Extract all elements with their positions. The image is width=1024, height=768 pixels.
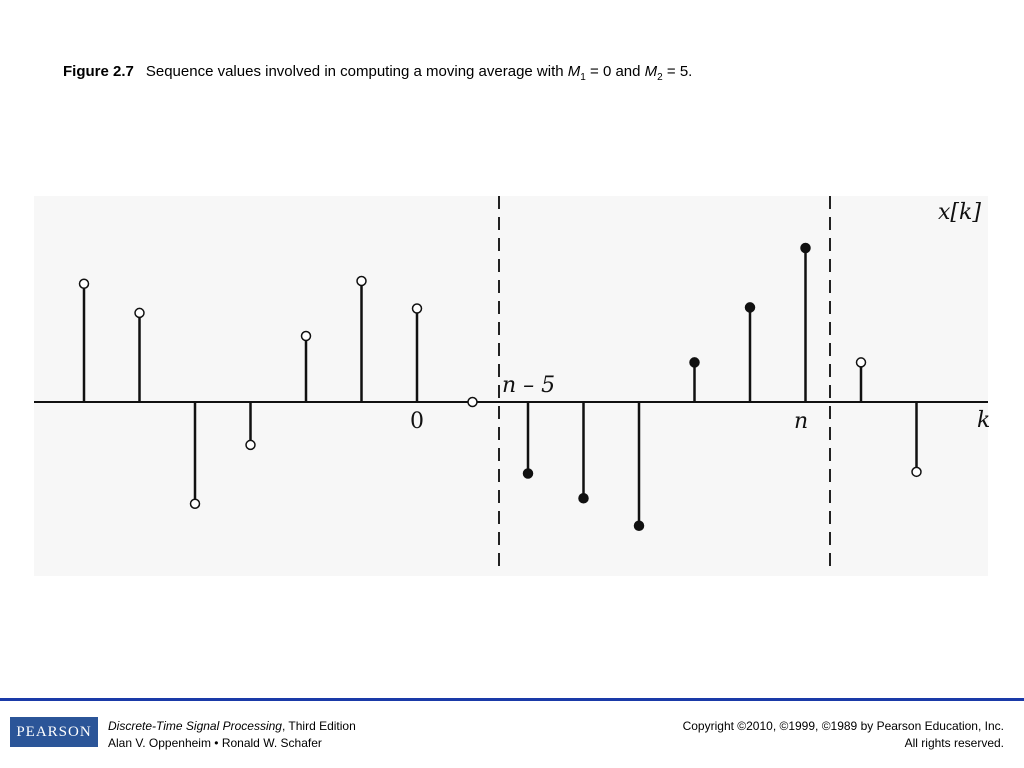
m1-subscript: 1 bbox=[580, 72, 586, 83]
y-axis-label: x[k] bbox=[938, 200, 981, 225]
stem-marker-open bbox=[411, 303, 423, 314]
m2-variable: M bbox=[644, 63, 658, 80]
tick-label-n: n bbox=[794, 409, 808, 434]
tick-label-n-minus-5: n – 5 bbox=[502, 373, 555, 398]
stem-marker-filled bbox=[744, 302, 756, 313]
pearson-logo: PEARSON bbox=[10, 717, 98, 747]
m1-value: = 0 and bbox=[585, 63, 645, 80]
stem-marker-filled bbox=[578, 493, 589, 504]
stem-marker-open bbox=[245, 439, 256, 451]
copyright-notice: Copyright ©2010, ©1999, ©1989 by Pearson… bbox=[683, 718, 1004, 752]
m1-variable: M bbox=[567, 63, 581, 80]
rights-line: All rights reserved. bbox=[904, 736, 1004, 750]
stem-marker-open bbox=[189, 498, 201, 509]
m2-subscript: 2 bbox=[657, 72, 663, 83]
stem-marker-open bbox=[356, 275, 367, 287]
stem-marker-filled bbox=[800, 242, 811, 254]
stem-marker-filled bbox=[522, 468, 534, 479]
stem-marker-open bbox=[911, 466, 922, 478]
stem-marker-open bbox=[134, 307, 145, 319]
copyright-line: Copyright ©2010, ©1999, ©1989 by Pearson… bbox=[682, 719, 1004, 733]
stems-group bbox=[78, 242, 922, 531]
stem-marker-filled bbox=[633, 520, 645, 531]
stem-marker-open bbox=[855, 357, 867, 368]
book-title-line: Discrete-Time Signal Processing, Third E… bbox=[108, 718, 356, 735]
book-edition: , Third Edition bbox=[281, 719, 356, 733]
y-axis-label-text: x[k] bbox=[938, 200, 981, 225]
book-title: Discrete-Time Signal Processing bbox=[108, 719, 282, 733]
stem-marker-open bbox=[467, 396, 478, 408]
book-info: Discrete-Time Signal Processing, Third E… bbox=[108, 718, 356, 752]
caption-text: Sequence values involved in computing a … bbox=[145, 63, 564, 80]
figure-caption: Figure 2.7 Sequence values involved in co… bbox=[63, 63, 692, 83]
tick-label-zero: 0 bbox=[410, 409, 424, 434]
m2-value: = 5. bbox=[662, 63, 693, 80]
stem-marker-open bbox=[78, 278, 90, 289]
x-axis-label: k bbox=[977, 408, 990, 433]
footer-rule bbox=[0, 698, 1024, 701]
stem-marker-open bbox=[300, 330, 312, 342]
figure-label: Figure 2.7 bbox=[63, 63, 134, 80]
stem-marker-filled bbox=[689, 357, 700, 368]
book-authors: Alan V. Oppenheim • Ronald W. Schafer bbox=[108, 736, 322, 750]
